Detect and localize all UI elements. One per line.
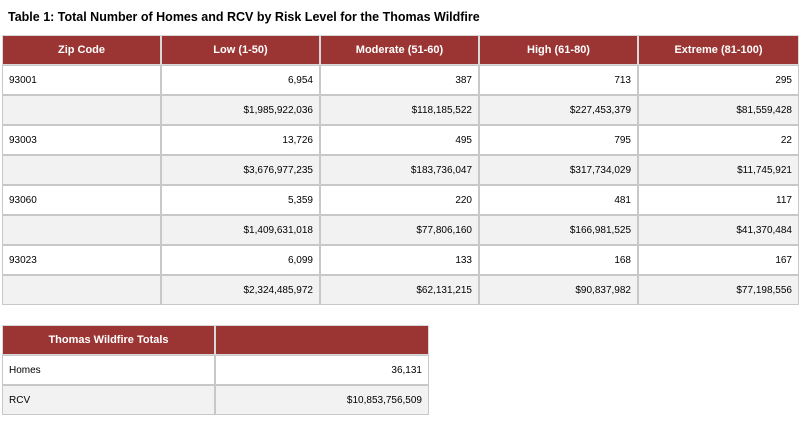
zip-cell: [2, 95, 161, 125]
low-cell: $3,676,977,235: [161, 155, 320, 185]
table-row: $2,324,485,972 $62,131,215 $90,837,982 $…: [2, 275, 799, 305]
moderate-cell: $77,806,160: [320, 215, 479, 245]
table-row: 93003 13,726 495 795 22: [2, 125, 799, 155]
zip-cell: 93060: [2, 185, 161, 215]
moderate-cell: 495: [320, 125, 479, 155]
table-title: Table 1: Total Number of Homes and RCV b…: [8, 10, 480, 24]
extreme-cell: $77,198,556: [638, 275, 799, 305]
totals-label-cell: Homes: [2, 355, 215, 385]
wildfire-totals-table: Thomas Wildfire Totals Homes 36,131 RCV …: [2, 325, 429, 415]
low-cell: 5,359: [161, 185, 320, 215]
moderate-cell: $118,185,522: [320, 95, 479, 125]
header-totals-value: [215, 325, 429, 355]
zip-cell: [2, 155, 161, 185]
totals-label-cell: RCV: [2, 385, 215, 415]
zip-cell: 93023: [2, 245, 161, 275]
high-cell: 713: [479, 65, 638, 95]
table-header-row: Zip Code Low (1-50) Moderate (51-60) Hig…: [2, 35, 799, 65]
moderate-cell: $183,736,047: [320, 155, 479, 185]
table-row: $1,409,631,018 $77,806,160 $166,981,525 …: [2, 215, 799, 245]
table-row: 93060 5,359 220 481 117: [2, 185, 799, 215]
table-row: 93023 6,099 133 168 167: [2, 245, 799, 275]
moderate-cell: $62,131,215: [320, 275, 479, 305]
totals-value-cell: $10,853,756,509: [215, 385, 429, 415]
extreme-cell: 22: [638, 125, 799, 155]
totals-header-row: Thomas Wildfire Totals: [2, 325, 429, 355]
header-zip-code: Zip Code: [2, 35, 161, 65]
extreme-cell: $81,559,428: [638, 95, 799, 125]
high-cell: $90,837,982: [479, 275, 638, 305]
table-row: $3,676,977,235 $183,736,047 $317,734,029…: [2, 155, 799, 185]
low-cell: $1,409,631,018: [161, 215, 320, 245]
low-cell: $2,324,485,972: [161, 275, 320, 305]
extreme-cell: $11,745,921: [638, 155, 799, 185]
extreme-cell: $41,370,484: [638, 215, 799, 245]
risk-level-table: Zip Code Low (1-50) Moderate (51-60) Hig…: [2, 35, 799, 305]
totals-value-cell: 36,131: [215, 355, 429, 385]
extreme-cell: 167: [638, 245, 799, 275]
table-row: $1,985,922,036 $118,185,522 $227,453,379…: [2, 95, 799, 125]
header-moderate: Moderate (51-60): [320, 35, 479, 65]
low-cell: 6,954: [161, 65, 320, 95]
low-cell: $1,985,922,036: [161, 95, 320, 125]
moderate-cell: 133: [320, 245, 479, 275]
header-extreme: Extreme (81-100): [638, 35, 799, 65]
low-cell: 13,726: [161, 125, 320, 155]
header-high: High (61-80): [479, 35, 638, 65]
extreme-cell: 295: [638, 65, 799, 95]
high-cell: $317,734,029: [479, 155, 638, 185]
high-cell: $227,453,379: [479, 95, 638, 125]
totals-row-rcv: RCV $10,853,756,509: [2, 385, 429, 415]
high-cell: 795: [479, 125, 638, 155]
extreme-cell: 117: [638, 185, 799, 215]
moderate-cell: 387: [320, 65, 479, 95]
totals-row-homes: Homes 36,131: [2, 355, 429, 385]
moderate-cell: 220: [320, 185, 479, 215]
zip-cell: [2, 275, 161, 305]
header-low: Low (1-50): [161, 35, 320, 65]
high-cell: $166,981,525: [479, 215, 638, 245]
zip-cell: [2, 215, 161, 245]
high-cell: 168: [479, 245, 638, 275]
header-totals-label: Thomas Wildfire Totals: [2, 325, 215, 355]
zip-cell: 93001: [2, 65, 161, 95]
low-cell: 6,099: [161, 245, 320, 275]
zip-cell: 93003: [2, 125, 161, 155]
high-cell: 481: [479, 185, 638, 215]
table-row: 93001 6,954 387 713 295: [2, 65, 799, 95]
